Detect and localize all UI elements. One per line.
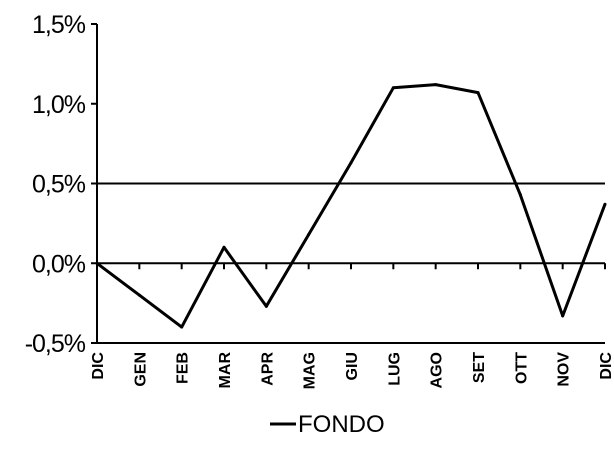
data-point [349, 161, 353, 165]
x-tick-label: DIC [598, 352, 614, 380]
x-tick-label: GEN [132, 352, 149, 387]
series-layer [95, 83, 607, 329]
data-point [391, 86, 395, 90]
data-point [307, 233, 311, 237]
data-point [180, 325, 184, 329]
data-point [137, 293, 141, 297]
y-tick-label: -0,5% [25, 330, 86, 358]
x-tick-label: GIU [344, 352, 361, 380]
data-point [518, 193, 522, 197]
legend: FONDO [270, 411, 385, 438]
data-point [561, 314, 565, 318]
x-tick-label: FEB [175, 352, 192, 384]
y-tick-label: 0,5% [32, 171, 86, 199]
data-point [264, 304, 268, 308]
data-point [95, 261, 99, 265]
x-tick-label: OTT [513, 352, 530, 384]
data-point [222, 245, 226, 249]
data-point [603, 202, 607, 206]
x-tick-label: MAG [302, 352, 319, 389]
x-tick-label: AGO [429, 352, 446, 388]
data-point [476, 91, 480, 95]
x-tick-label: DIC [90, 352, 107, 380]
label-layer: -0,5% 0,0% 0,5% 1,0% 1,5% DIC GEN FEB MAR APR MAG G… [25, 11, 614, 389]
x-tick-label: LUG [386, 352, 403, 386]
x-tick-label: APR [259, 352, 276, 386]
y-tick-label: 1,5% [32, 11, 86, 39]
data-point [434, 83, 438, 87]
x-tick-label: NOV [556, 352, 573, 387]
y-tick-label: 1,0% [32, 91, 86, 119]
legend-label: FONDO [298, 411, 385, 438]
y-tick-label: 0,0% [32, 250, 86, 278]
series-line-fondo [96, 83, 607, 329]
x-tick-label: MAR [217, 352, 234, 389]
axis-layer [91, 23, 606, 344]
x-tick-label: SET [471, 352, 488, 383]
